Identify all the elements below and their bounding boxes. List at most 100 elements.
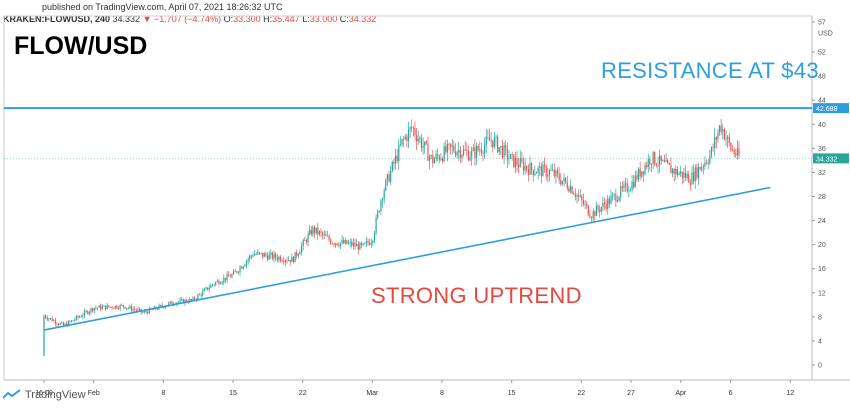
candle-body (717, 132, 719, 140)
candle-body (72, 320, 74, 322)
candle-body (156, 308, 158, 310)
candle-body (64, 323, 66, 326)
candle-body (641, 171, 643, 177)
candle-body (245, 261, 248, 265)
candle-body (388, 174, 390, 182)
candle-body (104, 305, 107, 310)
y-tick-label: 28 (818, 194, 826, 201)
candle-body (283, 261, 285, 263)
candle-body (197, 295, 199, 300)
candle-body (731, 149, 734, 151)
candle-body (160, 305, 162, 306)
resistance-price-label: 42.688 (816, 106, 838, 113)
candle-body (385, 179, 387, 191)
candle-body (414, 128, 416, 136)
x-tick-label: Feb (88, 390, 100, 397)
footer-brand[interactable]: TradingView (3, 389, 86, 401)
candle-body (735, 153, 737, 156)
candle-body (215, 282, 217, 285)
candle-body (702, 166, 704, 168)
candle-body (587, 205, 589, 216)
candle-body (331, 243, 333, 245)
candle-body (714, 137, 716, 149)
candle-body (344, 240, 346, 244)
candle-body (309, 229, 311, 235)
candle-body (229, 276, 231, 278)
candle-body (300, 245, 303, 253)
candle-body (75, 316, 77, 320)
candle-body (192, 297, 194, 300)
candle-body (467, 150, 470, 161)
candle-body (239, 267, 241, 273)
candle-body (633, 181, 635, 188)
candle-body (511, 154, 513, 156)
candle-body (56, 323, 58, 325)
candle-body (485, 136, 487, 146)
candle-body (659, 155, 661, 165)
candle-body (43, 315, 45, 356)
candle-body (563, 177, 565, 181)
candle-body (59, 323, 61, 325)
candle-body (96, 307, 99, 309)
candle-body (51, 318, 53, 322)
candle-body (527, 169, 529, 175)
candle-body (317, 227, 319, 235)
x-tick-label: Apr (675, 390, 687, 397)
candle-body (678, 173, 680, 176)
tradingview-logo-icon (3, 389, 21, 399)
candle-body (443, 146, 445, 162)
candle-body (254, 254, 256, 256)
candle-body (709, 155, 711, 163)
candle-body (581, 195, 583, 201)
candle-body (537, 167, 539, 173)
candle-body (720, 125, 722, 132)
y-tick-label: 44 (818, 98, 826, 105)
candle-body (354, 242, 356, 247)
candle-body (545, 166, 547, 177)
candle-body (663, 160, 666, 162)
candle-body (378, 211, 380, 212)
candle-body (620, 186, 622, 197)
candle-body (553, 169, 555, 177)
candle-body (686, 174, 688, 178)
candle-body (121, 305, 123, 306)
candle-body (338, 245, 340, 247)
candle-body (185, 299, 188, 302)
candle-body (113, 308, 115, 309)
candle-body (62, 322, 65, 326)
candle-body (407, 129, 410, 142)
candle-body (650, 163, 653, 165)
candle-body (265, 253, 267, 256)
y-tick-label: 48 (818, 74, 826, 81)
candle-body (241, 267, 243, 269)
candle-body (584, 203, 586, 205)
candle-body (424, 141, 426, 146)
candle-body (147, 312, 149, 314)
candle-body (228, 274, 230, 277)
y-unit-label: USD (818, 30, 833, 37)
candle-body (576, 194, 578, 197)
candle-body (668, 162, 670, 165)
last-price: 34.332 (112, 14, 141, 24)
symbol-label: KRAKEN:FLOWUSD, 240 (3, 14, 111, 24)
candle-body (279, 256, 282, 261)
candle-body (143, 311, 146, 313)
candle-body (683, 172, 685, 178)
candle-body (226, 274, 228, 281)
candle-body (461, 155, 463, 159)
candle-body (613, 194, 615, 196)
candle-body (291, 256, 293, 263)
y-tick-label: 32 (818, 170, 826, 177)
candle-body (356, 244, 358, 247)
candle-body (626, 183, 628, 192)
candle-body (725, 138, 727, 140)
candle-body (200, 294, 202, 296)
candle-body (117, 308, 120, 310)
candle-body (420, 138, 423, 148)
candle-body (513, 154, 515, 168)
candle-body (281, 260, 283, 262)
candle-body (360, 242, 363, 246)
candle-body (660, 155, 662, 161)
candle-body (260, 252, 262, 254)
